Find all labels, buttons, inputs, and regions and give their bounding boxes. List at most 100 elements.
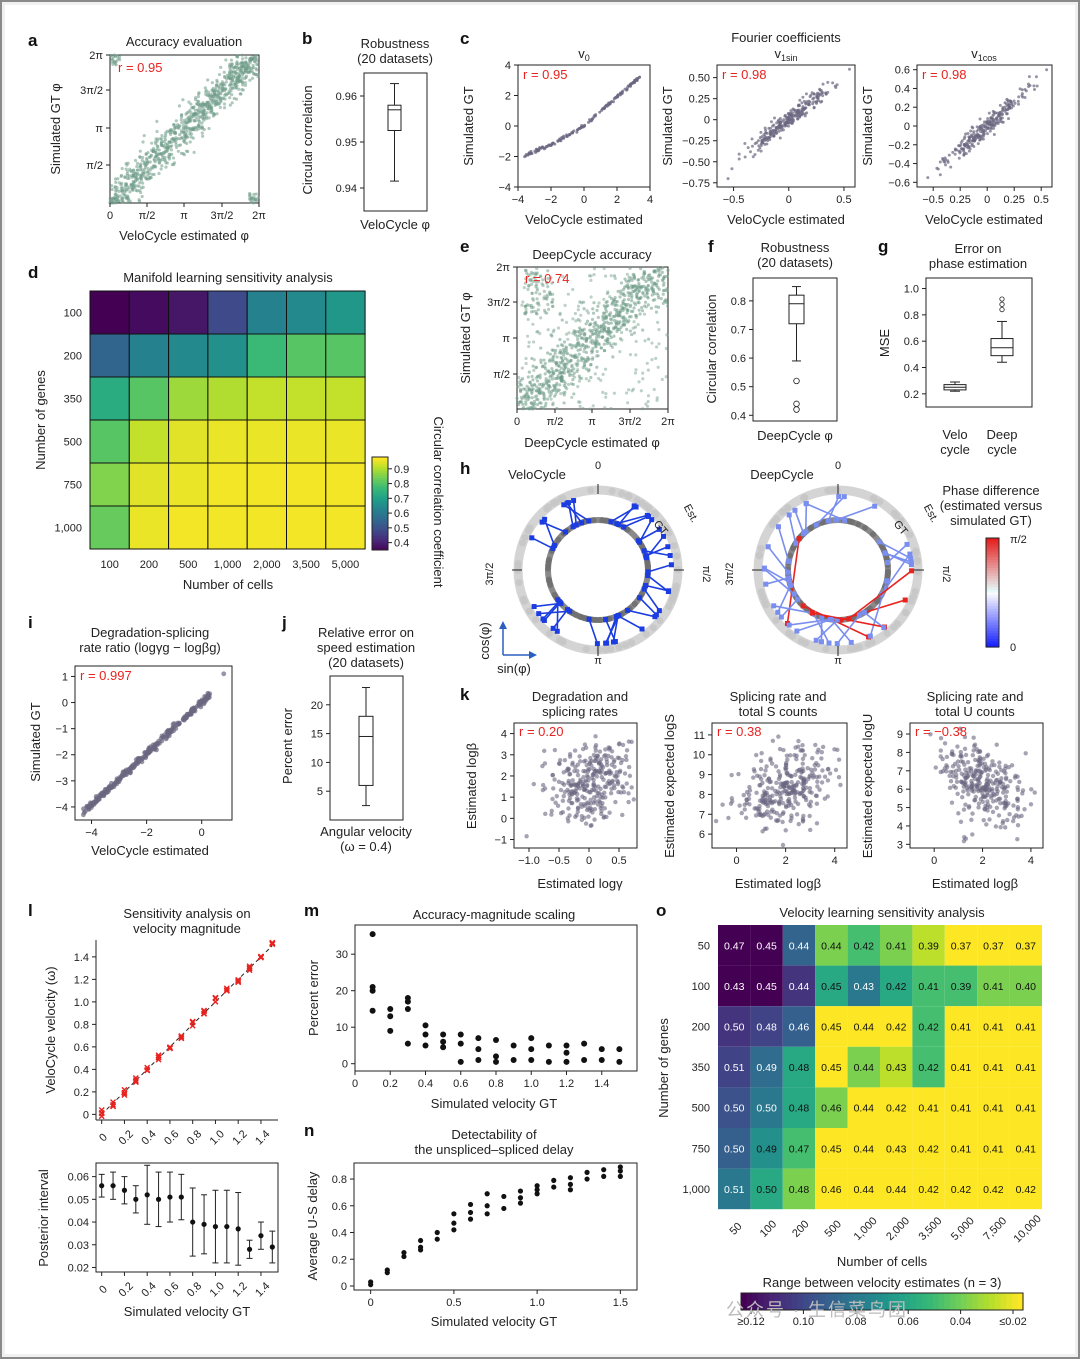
g-outlier <box>999 306 1005 313</box>
k1-point <box>585 782 590 788</box>
k1-point <box>575 772 581 778</box>
e-point <box>601 335 605 339</box>
c3-point <box>1017 95 1021 99</box>
e-point <box>552 328 556 332</box>
k1-point <box>578 759 583 764</box>
l-bottom-xtick-label: 0.8 <box>185 1280 204 1299</box>
e-point <box>530 390 534 394</box>
d-cell <box>286 290 327 335</box>
e-point <box>535 271 539 275</box>
c3-point <box>1017 102 1021 106</box>
a-point <box>229 58 234 62</box>
h-est-point <box>869 494 877 502</box>
k3-point <box>1011 815 1017 820</box>
k2-point <box>796 738 801 744</box>
k1-point <box>603 795 608 800</box>
k1-point <box>613 799 618 805</box>
d-colorbar-segment <box>372 510 388 514</box>
k3-point <box>1003 794 1009 799</box>
k1-title: Degradation and <box>532 689 628 704</box>
a-point <box>192 150 196 154</box>
k2-point <box>786 784 791 789</box>
c3-point <box>963 144 967 148</box>
a-point <box>195 102 199 106</box>
k1-annotation: r = 0.20 <box>519 724 563 739</box>
i-ytick-label: 0 <box>62 698 68 710</box>
h-gt-marker <box>615 613 621 619</box>
c1-point <box>607 101 611 105</box>
a-point <box>256 63 260 67</box>
e-point <box>665 287 669 291</box>
a-point <box>186 110 191 114</box>
e-point <box>579 358 583 363</box>
a-point <box>240 60 244 64</box>
c2-point <box>847 67 851 71</box>
a-xlabel: VeloCycle estimated φ <box>119 228 249 243</box>
d-colorbar-frame <box>371 456 389 551</box>
e-point <box>582 337 586 341</box>
e-point <box>618 310 622 314</box>
h-legend-title-3: simulated GT) <box>950 513 1032 528</box>
k1-point <box>598 795 603 800</box>
e-point <box>566 337 570 341</box>
a-point <box>234 86 238 90</box>
d-colorbar-segment <box>372 524 388 528</box>
d-cell <box>246 419 287 464</box>
e-point <box>587 274 592 278</box>
k2-point <box>754 752 759 758</box>
a-point <box>191 114 195 119</box>
a-point <box>144 176 149 181</box>
e-point <box>597 342 601 347</box>
c3-point <box>991 114 995 118</box>
a-point <box>169 148 173 152</box>
a-point <box>218 95 222 100</box>
a-point <box>170 163 174 167</box>
f-outlier <box>793 400 800 408</box>
a-xtick-label: π/2 <box>139 210 156 222</box>
a-point <box>230 62 234 66</box>
e-point <box>631 326 635 330</box>
d-colorbar-segment <box>372 468 388 472</box>
a-point <box>154 142 158 146</box>
a-point <box>197 122 201 126</box>
a-point <box>227 89 231 93</box>
h-est-marker <box>667 553 673 559</box>
g-ylabel: MSE <box>877 329 892 358</box>
a-point <box>125 176 130 180</box>
e-point <box>566 370 570 374</box>
e-point <box>619 291 623 295</box>
c3-point <box>1001 108 1005 112</box>
k1-ytick-label: 3 <box>501 750 507 762</box>
a-point <box>142 170 146 174</box>
c3-point <box>966 146 970 150</box>
h-gt-point <box>861 524 868 531</box>
e-point <box>629 314 633 319</box>
k2-point <box>769 786 775 791</box>
e-point <box>581 406 585 410</box>
c2-point <box>782 118 786 122</box>
e-point <box>535 379 540 383</box>
k3-point <box>1006 765 1012 770</box>
a-point <box>228 71 232 75</box>
h-est-point <box>618 490 626 498</box>
k1-point <box>556 779 562 784</box>
c2-point <box>784 121 788 125</box>
e-point <box>551 297 555 302</box>
k2-point <box>764 764 769 769</box>
h-gt-marker <box>800 603 806 609</box>
e-point <box>636 278 640 282</box>
k2-point <box>795 801 801 807</box>
e-point <box>566 352 570 356</box>
a-point <box>254 199 258 203</box>
e-point <box>526 375 530 379</box>
c2-point <box>775 121 779 125</box>
k2-point <box>780 819 785 825</box>
a-point <box>234 97 239 101</box>
k3-annotation: r = −0.38 <box>915 724 967 739</box>
e-point <box>532 403 536 407</box>
e-point <box>646 368 650 372</box>
k3-point <box>1007 811 1012 817</box>
h-gt-point <box>551 591 558 598</box>
e-point <box>613 295 617 300</box>
e-point <box>526 317 530 322</box>
